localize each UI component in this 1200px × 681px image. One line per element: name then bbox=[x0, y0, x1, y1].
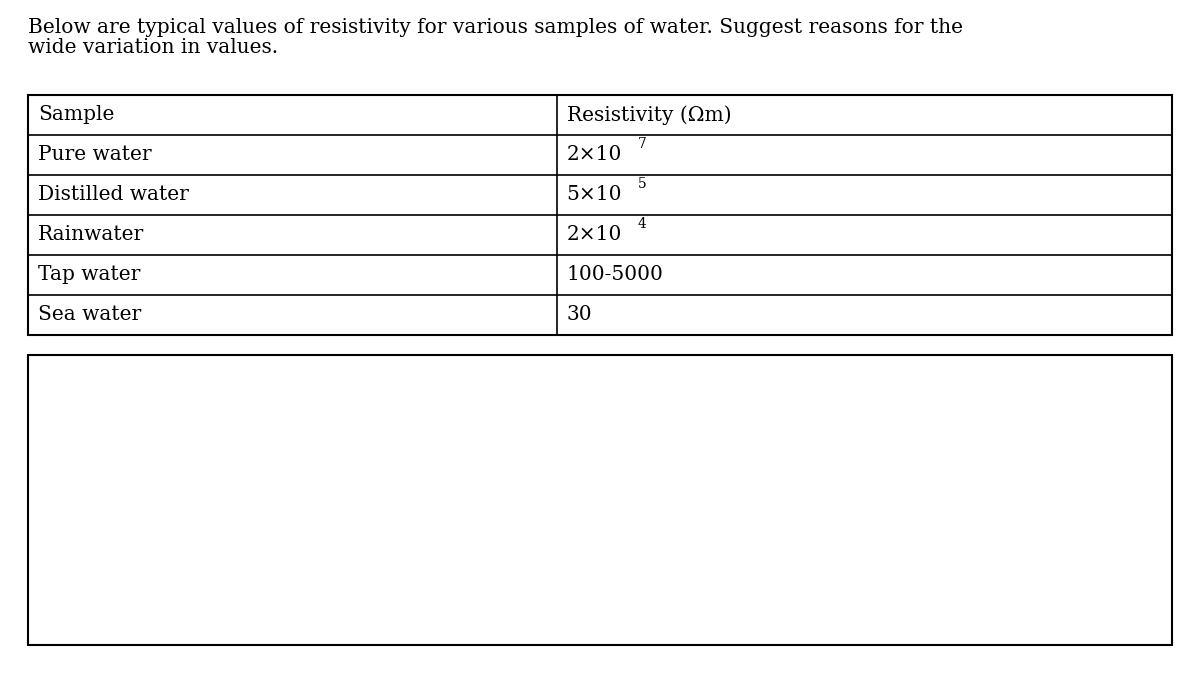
Bar bbox=[28, 95, 1172, 335]
Text: Sea water: Sea water bbox=[38, 306, 142, 325]
Text: 2×10: 2×10 bbox=[566, 146, 622, 165]
Text: Tap water: Tap water bbox=[38, 266, 140, 285]
Text: Rainwater: Rainwater bbox=[38, 225, 144, 244]
Text: wide variation in values.: wide variation in values. bbox=[28, 38, 278, 57]
Text: Pure water: Pure water bbox=[38, 146, 151, 165]
Text: 5: 5 bbox=[638, 177, 647, 191]
Text: 30: 30 bbox=[566, 306, 592, 325]
Text: Distilled water: Distilled water bbox=[38, 185, 188, 204]
Text: Below are typical values of resistivity for various samples of water. Suggest re: Below are typical values of resistivity … bbox=[28, 18, 964, 37]
Text: Sample: Sample bbox=[38, 106, 114, 125]
Text: 4: 4 bbox=[638, 217, 647, 231]
Text: 100-5000: 100-5000 bbox=[566, 266, 664, 285]
Text: Resistivity (Ωm): Resistivity (Ωm) bbox=[566, 105, 731, 125]
Text: 7: 7 bbox=[638, 137, 647, 151]
Text: 5×10: 5×10 bbox=[566, 185, 622, 204]
Bar bbox=[28, 355, 1172, 645]
Text: 2×10: 2×10 bbox=[566, 225, 622, 244]
